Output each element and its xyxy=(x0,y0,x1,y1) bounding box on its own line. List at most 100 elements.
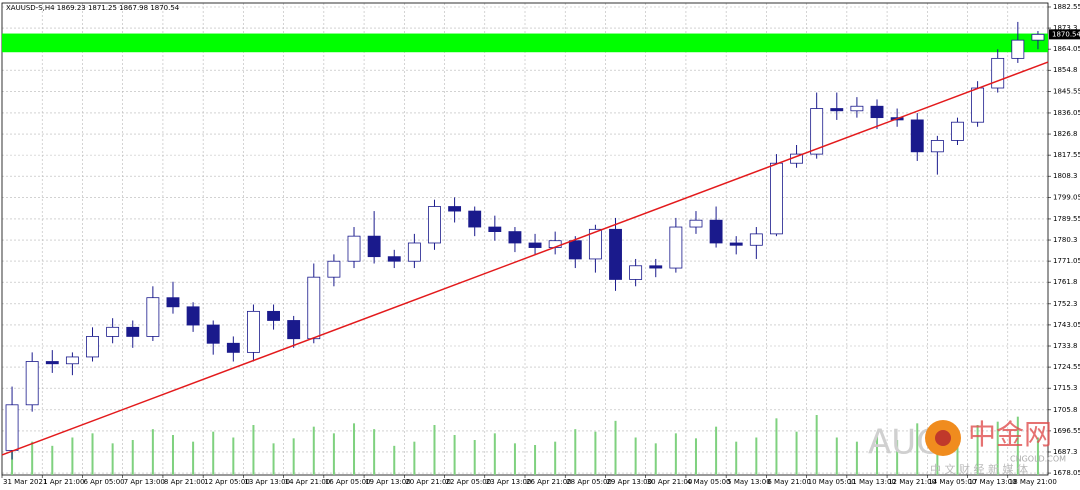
candle-body xyxy=(226,342,240,353)
candle-body xyxy=(126,326,140,337)
volume-bar xyxy=(1016,416,1019,475)
candle-body xyxy=(206,324,220,344)
watermark-tagline: 中 文 财 经 新 媒 体 xyxy=(930,462,1028,476)
candle-body xyxy=(629,265,643,280)
volume-bar xyxy=(614,420,617,475)
candle-body xyxy=(367,235,381,258)
volume-bar xyxy=(151,429,154,475)
y-tick-label: 1696.55 xyxy=(1053,427,1080,435)
candle-body xyxy=(729,242,743,246)
volume-bar xyxy=(332,433,335,475)
y-tick-label: 1817.55 xyxy=(1053,151,1080,159)
watermark-site: CNGOLD.COM xyxy=(1010,455,1066,464)
candle-body xyxy=(508,231,522,244)
x-tick-label: 6 Apr 05:00 xyxy=(83,478,124,486)
candle-body xyxy=(347,235,361,262)
volume-bar xyxy=(71,437,74,475)
y-tick-label: 1705.8 xyxy=(1053,406,1078,414)
volume-bar xyxy=(171,435,174,475)
volume-bar xyxy=(654,443,657,475)
volume-bar xyxy=(815,415,818,475)
candle-body xyxy=(930,140,944,153)
candle-body xyxy=(65,356,79,365)
x-tick-label: 31 Mar 2021 xyxy=(3,478,47,486)
volume-bar xyxy=(292,438,295,475)
volume-bar xyxy=(393,445,396,475)
y-tick-label: 1715.3 xyxy=(1053,384,1078,392)
y-tick-label: 1854.8 xyxy=(1053,66,1078,74)
volume-bar xyxy=(674,433,677,475)
candle-body xyxy=(669,226,683,269)
x-tick-label: 20 Apr 21:00 xyxy=(405,478,451,486)
candle-body xyxy=(267,310,280,321)
candle-body xyxy=(528,242,542,248)
candle-body xyxy=(146,297,160,337)
volume-bar xyxy=(594,431,597,475)
volume-bar xyxy=(755,437,758,475)
candle-body xyxy=(649,265,663,269)
volume-bar xyxy=(131,440,134,475)
last-price-box xyxy=(1049,29,1080,40)
y-tick-label: 1836.05 xyxy=(1053,109,1080,117)
candle-body xyxy=(770,162,783,235)
candle-body xyxy=(387,256,401,262)
y-tick-label: 1873.3 xyxy=(1053,24,1078,32)
candle-body xyxy=(870,105,884,119)
volume-bar xyxy=(715,426,718,475)
x-tick-label: 10 May 05:00 xyxy=(808,478,856,486)
watermark-logo-inner xyxy=(935,430,951,446)
y-tick-label: 1687.3 xyxy=(1053,448,1078,456)
candle-body xyxy=(709,219,723,244)
candle-body xyxy=(850,105,864,112)
x-tick-label: 6 May 21:00 xyxy=(767,478,811,486)
volume-bar xyxy=(956,435,959,475)
volume-bar xyxy=(735,441,738,475)
x-tick-label: 5 May 13:00 xyxy=(727,478,771,486)
candle-body xyxy=(1031,33,1045,41)
y-tick-label: 1761.8 xyxy=(1053,278,1078,286)
volume-bar xyxy=(373,429,376,475)
volume-bar xyxy=(413,441,416,475)
y-tick-label: 1771.05 xyxy=(1053,257,1080,265)
candle-body xyxy=(588,228,602,260)
x-tick-label: 28 Apr 05:00 xyxy=(566,478,612,486)
volume-bar xyxy=(473,440,476,475)
candle-body xyxy=(951,121,964,141)
volume-bar xyxy=(31,441,34,475)
volume-bar xyxy=(876,433,879,475)
y-tick-label: 1743.05 xyxy=(1053,321,1080,329)
y-tick-label: 1678.05 xyxy=(1053,469,1080,477)
volume-bar xyxy=(312,426,315,475)
candle-body xyxy=(830,108,844,112)
volume-bar xyxy=(252,425,255,475)
x-tick-label: 4 May 05:00 xyxy=(687,478,731,486)
candle-body xyxy=(468,210,482,228)
y-tick-label: 1780.3 xyxy=(1053,236,1078,244)
volume-bar xyxy=(534,445,537,475)
y-tick-label: 1724.55 xyxy=(1053,363,1080,371)
candle-body xyxy=(1011,39,1025,59)
trendline xyxy=(1,61,1049,456)
candle-body xyxy=(428,206,441,244)
volume-bar xyxy=(634,437,637,475)
x-tick-label: 11 May 13:00 xyxy=(848,478,896,486)
volume-bar xyxy=(493,433,496,475)
candle-body xyxy=(106,326,120,337)
volume-bar xyxy=(916,423,919,475)
y-tick-label: 1845.55 xyxy=(1053,87,1080,95)
candle-body xyxy=(5,404,19,451)
candle-body xyxy=(307,276,321,340)
x-tick-label: 18 May 21:00 xyxy=(1009,478,1057,486)
volume-bar xyxy=(996,421,999,475)
volume-bar xyxy=(775,418,778,475)
volume-bar xyxy=(694,438,697,475)
candle-body xyxy=(407,242,421,262)
watermark-name: 中金网 xyxy=(968,418,1052,451)
candle-body xyxy=(568,240,582,260)
candle-body xyxy=(287,320,301,340)
volume-bar xyxy=(272,443,275,475)
candle-body xyxy=(910,119,924,153)
candle-body xyxy=(45,361,59,365)
x-tick-label: 8 Apr 21:00 xyxy=(164,478,205,486)
